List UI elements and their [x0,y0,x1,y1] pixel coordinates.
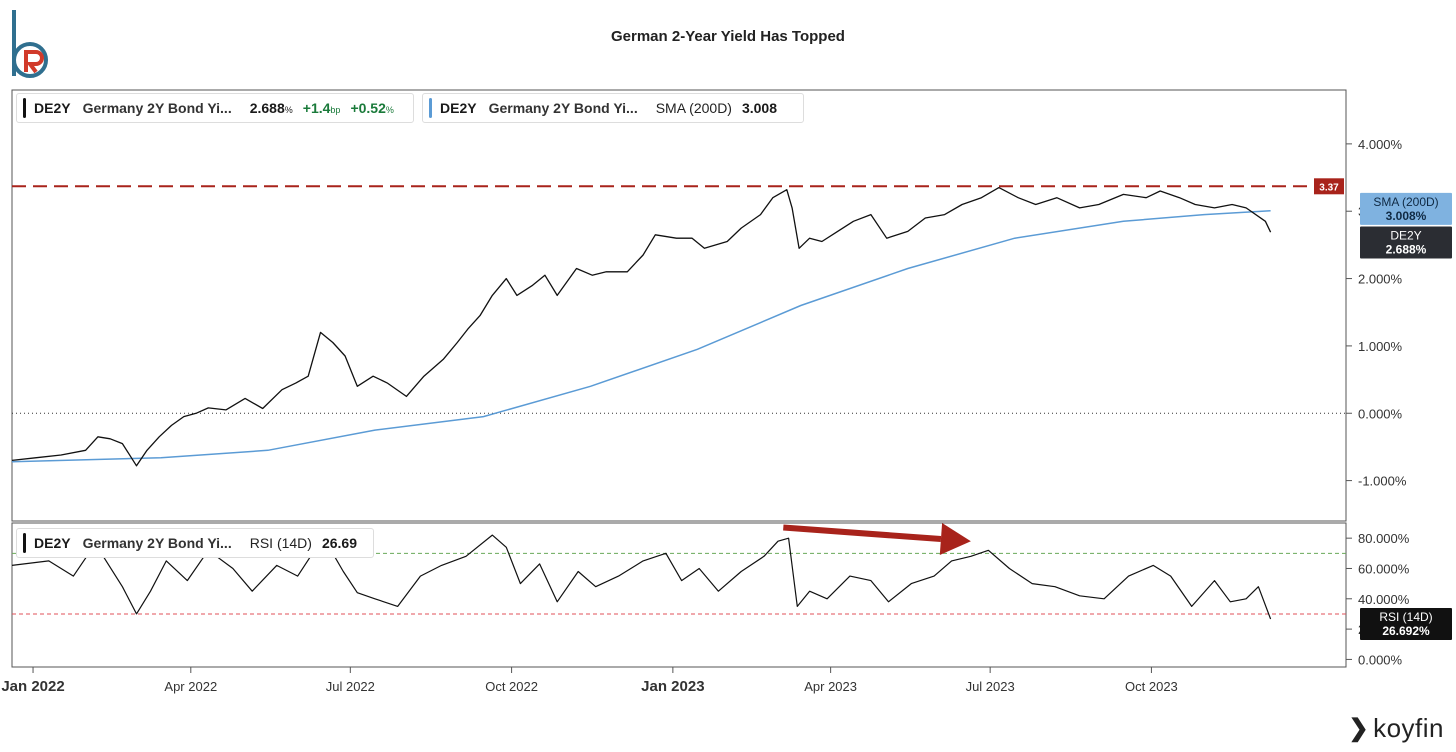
resistance-label: 3.37 [1319,182,1339,193]
y-tick-label: -1.000% [1358,474,1407,489]
x-tick-label: Apr 2022 [164,679,217,694]
legend-sma-ticker: DE2Y [440,100,477,116]
badge-rsi: RSI (14D)26.692% [1360,608,1452,641]
legend-sma-name: Germany 2Y Bond Yi... [488,100,638,116]
legend-rsi-name: Germany 2Y Bond Yi... [82,535,232,551]
legend-sma-swatch [429,98,432,118]
rsi-y-tick-label: 60.000% [1358,561,1410,576]
legend-price-ticker: DE2Y [34,100,71,116]
rsi-y-tick-label: 0.000% [1358,652,1403,667]
badge-de2y-box [1360,226,1452,259]
legend-price-change-bp: +1.4bp [302,100,341,116]
rsi-line [11,534,1272,620]
price-panel: 4.000%3.000%2.000%1.000%0.000%-1.000%3.3… [11,89,1452,522]
badge-de2y-text: 2.688% [1386,243,1427,257]
badge-rsi-text: 26.692% [1382,624,1430,638]
badge-sma: SMA (200D)3.008% [1360,192,1452,225]
legend-rsi-ticker: DE2Y [34,535,71,551]
legend-sma-value: 3.008 [741,100,778,116]
y-tick-label: 1.000% [1358,339,1403,354]
x-tick-label: Oct 2022 [485,679,538,694]
x-tick-label: Apr 2023 [804,679,857,694]
legend-sma-label: SMA (200D) [655,100,732,116]
price-panel-frame [11,89,1347,522]
brand-name: koyfin [1373,713,1444,743]
trend-arrow-shaft [783,524,942,543]
badge-rsi-box [1360,608,1452,641]
x-tick-label: Jan 2023 [641,678,704,695]
x-axis: Jan 2022 Apr 2022 Jul 2022 Oct 2022 Jan 2023… [1,667,1178,695]
logo-icon [12,10,48,78]
badge-sma-box [1360,192,1452,225]
legend-rsi: DE2Y Germany 2Y Bond Yi... RSI (14D) 26.… [16,528,374,558]
y-tick-label: 4.000% [1358,137,1403,152]
badge-rsi-text: RSI (14D) [1379,610,1432,624]
x-tick-label: Oct 2023 [1125,679,1178,694]
x-tick-label: Jan 2022 [1,678,64,695]
legend-price-change-pct: +0.52% [350,100,394,116]
legend-rsi-label: RSI (14D) [249,535,312,551]
badge-sma-text: 3.008% [1386,209,1427,223]
resistance-badge [1314,178,1344,195]
rsi-panel-frame [11,522,1347,668]
legend-sma: DE2Y Germany 2Y Bond Yi... SMA (200D) 3.… [422,93,804,123]
brand-logo: ❯ koyfin [1348,713,1444,744]
legend-price-name: Germany 2Y Bond Yi... [82,100,232,116]
badge-de2y-text: DE2Y [1390,229,1421,243]
rsi-y-tick-label: 80.000% [1358,531,1410,546]
legend-price-value: 2.688% [249,100,293,116]
legend-price-swatch [23,98,26,118]
x-tick-label: Jul 2022 [326,679,375,694]
chart-title: German 2-Year Yield Has Topped [611,28,845,45]
trend-arrow-head [939,523,971,555]
legend-rsi-value: 26.69 [321,535,357,551]
rsi-y-tick-label: 40.000% [1358,592,1410,607]
x-tick-label: Jul 2023 [966,679,1015,694]
koyfin-mark-icon: ❯ [1348,715,1370,742]
legend-rsi-swatch [23,533,26,553]
price-line [11,186,1272,467]
rsi-panel: 80.000%60.000%40.000%20.000%0.000%RSI (1… [11,522,1452,668]
y-tick-label: 0.000% [1358,406,1403,421]
sma-line [11,209,1271,463]
legend-price: DE2Y Germany 2Y Bond Yi... 2.688% +1.4bp… [16,93,414,123]
badge-sma-text: SMA (200D) [1373,195,1438,209]
y-tick-label: 2.000% [1358,272,1403,287]
